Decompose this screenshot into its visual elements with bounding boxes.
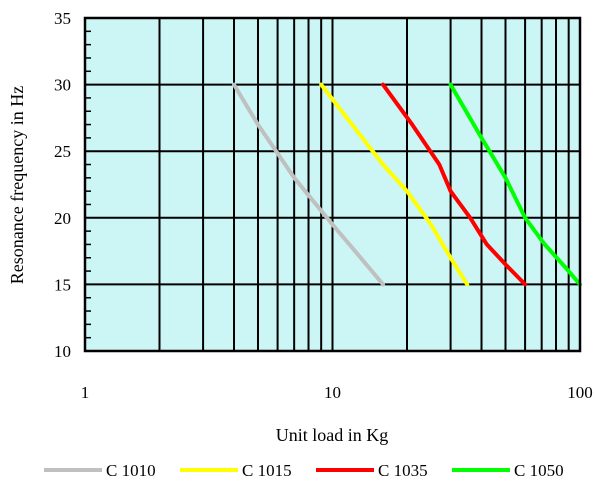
y-tick-label: 20 (54, 209, 71, 228)
legend-label: C 1015 (242, 461, 292, 480)
legend-label: C 1050 (514, 461, 564, 480)
x-tick-label: 1 (81, 383, 90, 402)
series-line (232, 82, 385, 287)
x-axis-title: Unit load in Kg (276, 425, 389, 445)
x-tick-label: 10 (324, 383, 341, 402)
series-line (319, 82, 470, 287)
series-line (381, 82, 528, 287)
x-tick-label: 100 (567, 383, 593, 402)
y-tick-label: 10 (54, 342, 71, 361)
y-tick-label: 30 (54, 76, 71, 95)
grid (85, 18, 580, 351)
y-tick-label: 25 (54, 142, 71, 161)
legend-label: C 1010 (106, 461, 156, 480)
legend-label: C 1035 (378, 461, 428, 480)
series-lines (232, 82, 582, 287)
y-tick-label: 15 (54, 275, 71, 294)
x-tick-labels: 1 10 100 (81, 383, 593, 402)
y-tick-label: 35 (54, 9, 71, 28)
y-tick-labels: 10 15 20 25 30 35 (54, 9, 71, 361)
plot-frame (83, 16, 582, 353)
y-axis-title: Resonance frequency in Hz (7, 86, 27, 284)
series-line (448, 82, 582, 287)
legend: C 1010 C 1015 C 1035 C 1050 (44, 461, 564, 480)
